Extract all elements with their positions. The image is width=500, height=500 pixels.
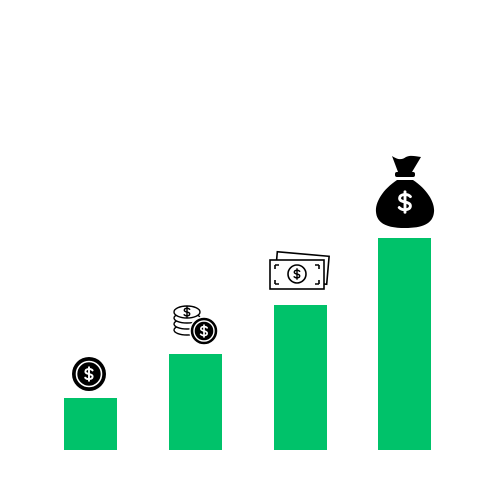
bar xyxy=(274,305,327,450)
bar xyxy=(378,238,431,450)
bar xyxy=(64,398,117,450)
coin-icon xyxy=(72,357,106,391)
coin-stack-icon xyxy=(173,305,219,346)
bar xyxy=(169,354,222,450)
banknote-icon xyxy=(269,250,330,290)
money-bag-icon xyxy=(375,155,435,228)
